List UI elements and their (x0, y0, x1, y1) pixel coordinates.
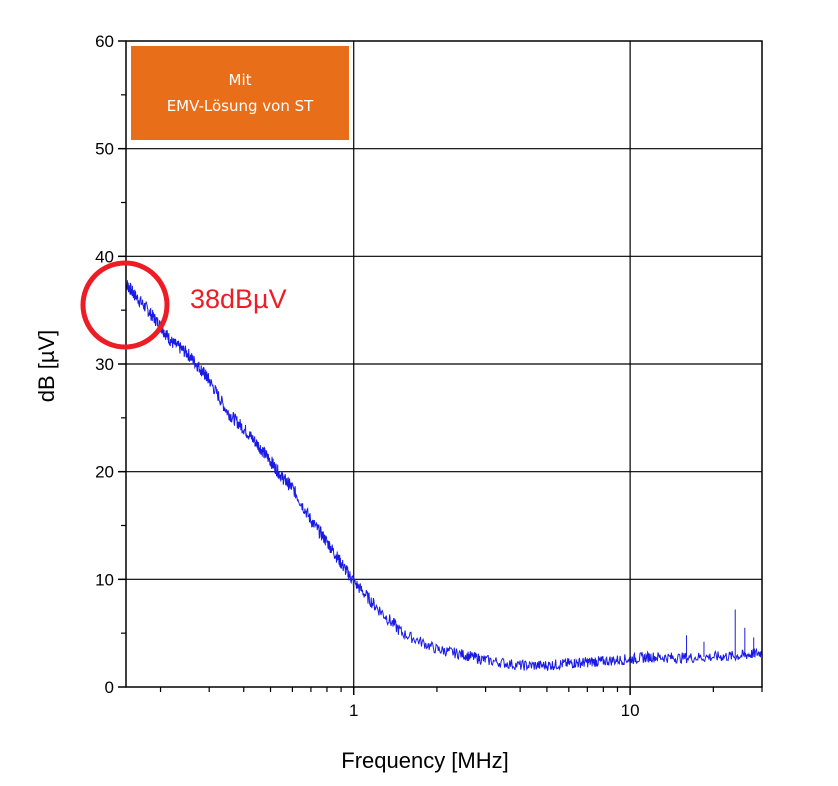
legend: Mit EMV-Lösung von ST (131, 46, 349, 140)
y-tick-label: 0 (105, 678, 114, 697)
legend-background (131, 46, 349, 140)
series-line (125, 280, 763, 671)
grid (126, 41, 762, 687)
x-tick-label: 1 (349, 701, 358, 720)
y-tick-label: 30 (95, 355, 114, 374)
minor-ticks (121, 94, 763, 692)
y-tick-labels: 0 10 20 30 40 50 60 (95, 32, 126, 697)
y-tick-label: 40 (95, 247, 114, 266)
annotation-label: 38dBµV (190, 284, 287, 314)
x-tick-labels: 1 10 (349, 687, 640, 720)
legend-line-2: EMV-Lösung von ST (167, 97, 314, 115)
y-tick-label: 50 (95, 140, 114, 159)
series-layer (125, 280, 763, 671)
y-axis-title: dB [µV] (34, 330, 59, 403)
x-axis-title: Frequency [MHz] (341, 748, 509, 773)
legend-line-1: Mit (229, 71, 252, 89)
y-tick-label: 10 (95, 570, 114, 589)
y-tick-label: 20 (95, 463, 114, 482)
x-tick-label: 10 (621, 701, 640, 720)
annotation-circle (80, 260, 170, 350)
y-tick-label: 60 (95, 32, 114, 51)
